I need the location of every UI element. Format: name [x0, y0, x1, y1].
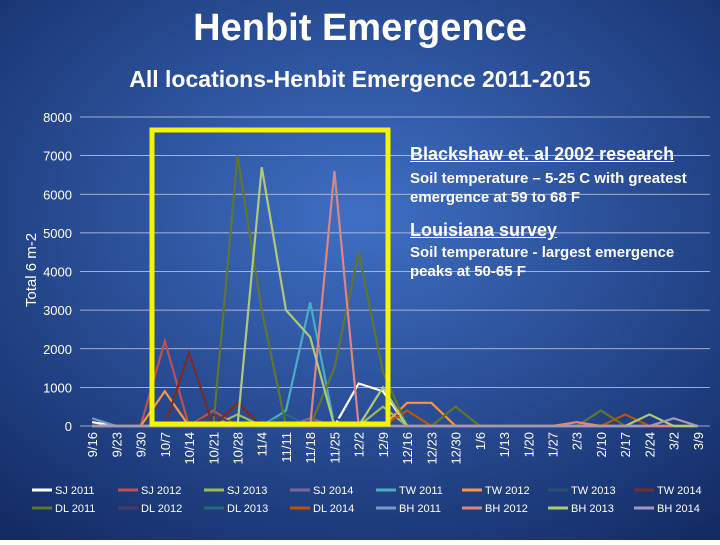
x-tick-label: 1/27: [546, 432, 561, 457]
x-tick-label: 10/7: [158, 432, 173, 457]
x-tick-label: 12/9: [376, 432, 391, 457]
y-tick-label: 5000: [43, 226, 72, 241]
y-tick-label: 7000: [43, 149, 72, 164]
highlight-box: [149, 127, 391, 427]
chart-subtitle: All locations-Henbit Emergence 2011-2015: [129, 66, 591, 92]
legend-label: BH 2012: [485, 503, 528, 515]
x-tick-label: 11/11: [279, 432, 294, 463]
annotation: Soil temperature – 5-25 C with greatest …: [410, 170, 687, 206]
x-tick-label: 2/17: [618, 432, 633, 457]
legend-label: TW 2012: [485, 485, 530, 497]
x-tick-label: 12/30: [449, 432, 464, 465]
legend-label: DL 2013: [227, 503, 268, 515]
y-axis-label: Total 6 m-2: [23, 233, 40, 307]
x-tick-label: 9/16: [85, 432, 100, 457]
legend-label: SJ 2014: [313, 485, 353, 497]
x-tick-label: 10/28: [231, 432, 246, 465]
x-tick-label: 3/2: [667, 432, 682, 450]
x-tick-label: 1/20: [521, 432, 536, 457]
x-tick-label: 1/13: [497, 432, 512, 457]
annotation-box: Blackshaw et. al 2002 research Soil temp…: [410, 144, 687, 280]
x-tick-label: 11/25: [327, 432, 342, 464]
x-tick-label: 2/3: [570, 432, 585, 450]
annotation: Blackshaw et. al 2002 research: [410, 144, 675, 164]
x-tick-label: 1/6: [473, 432, 488, 450]
x-tick-label: 10/21: [206, 432, 221, 465]
legend-label: BH 2013: [571, 503, 614, 515]
y-tick-label: 1000: [43, 380, 72, 395]
y-tick-label: 6000: [43, 187, 72, 202]
y-tick-label: 2000: [43, 342, 72, 357]
x-tick-label: 12/2: [352, 432, 367, 457]
x-tick-label: 2/10: [594, 432, 609, 457]
x-tick-label: 9/30: [134, 432, 149, 457]
y-tick-label: 3000: [43, 303, 72, 318]
legend-label: DL 2012: [141, 503, 182, 515]
legend-label: SJ 2012: [141, 485, 181, 497]
y-tick-label: 0: [65, 419, 72, 434]
legend-label: DL 2014: [313, 503, 354, 515]
legend-label: BH 2011: [399, 503, 441, 515]
legend-label: SJ 2013: [227, 485, 267, 497]
x-tick-label: 11/18: [303, 432, 318, 464]
x-tick-label: 12/23: [424, 432, 439, 465]
x-tick-label: 2/24: [642, 432, 657, 457]
annotation: Soil temperature - largest emergence pea…: [410, 244, 675, 280]
chart-title: Henbit Emergence: [193, 7, 527, 49]
legend-label: TW 2013: [571, 485, 616, 497]
x-tick-label: 11/4: [255, 432, 270, 456]
x-tick-label: 3/9: [691, 432, 706, 450]
y-tick-label: 4000: [43, 265, 72, 280]
legend-label: SJ 2011: [55, 485, 95, 497]
legend-label: BH 2014: [657, 503, 700, 515]
annotation: Louisiana survey: [410, 220, 558, 240]
legend-label: DL 2011: [55, 503, 95, 515]
y-tick-label: 8000: [43, 110, 72, 125]
x-tick-label: 9/23: [109, 432, 124, 457]
x-tick-label: 10/14: [182, 432, 197, 465]
legend-label: TW 2014: [657, 485, 702, 497]
x-tick-label: 12/16: [400, 432, 415, 465]
legend-label: TW 2011: [399, 485, 443, 497]
